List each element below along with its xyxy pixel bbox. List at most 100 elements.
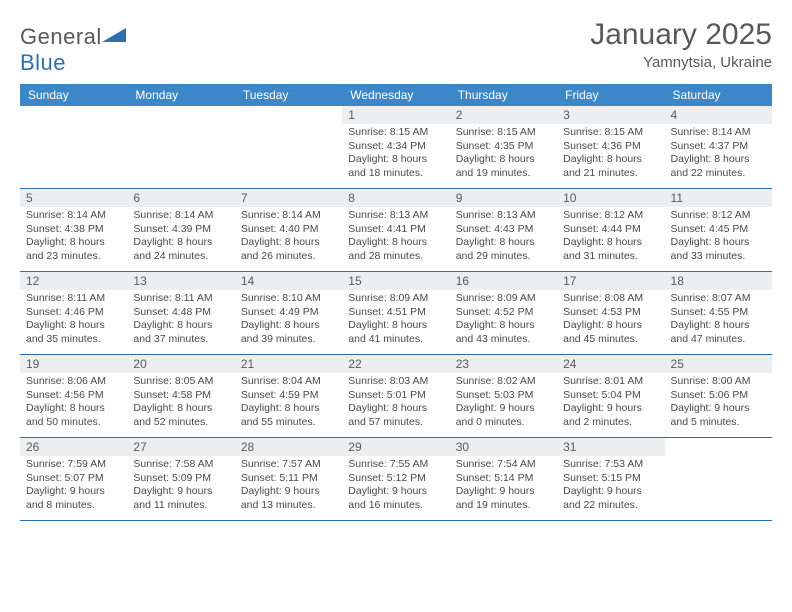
sunset-text: Sunset: 4:51 PM (348, 306, 443, 320)
day-cell: 27Sunrise: 7:58 AMSunset: 5:09 PMDayligh… (127, 438, 234, 520)
daylight-text: Daylight: 8 hours and 37 minutes. (133, 319, 228, 346)
day-cell: 6Sunrise: 8:14 AMSunset: 4:39 PMDaylight… (127, 189, 234, 271)
sunrise-text: Sunrise: 7:55 AM (348, 458, 443, 472)
location: Yamnytsia, Ukraine (590, 54, 772, 71)
sunset-text: Sunset: 4:43 PM (456, 223, 551, 237)
day-cell: 31Sunrise: 7:53 AMSunset: 5:15 PMDayligh… (557, 438, 664, 520)
daylight-text: Daylight: 8 hours and 19 minutes. (456, 153, 551, 180)
sunrise-text: Sunrise: 8:15 AM (563, 126, 658, 140)
day-number: 15 (342, 272, 449, 290)
daylight-text: Daylight: 8 hours and 28 minutes. (348, 236, 443, 263)
sunrise-text: Sunrise: 8:07 AM (671, 292, 766, 306)
sunset-text: Sunset: 4:44 PM (563, 223, 658, 237)
day-body: Sunrise: 7:57 AMSunset: 5:11 PMDaylight:… (235, 456, 342, 517)
day-cell: 21Sunrise: 8:04 AMSunset: 4:59 PMDayligh… (235, 355, 342, 437)
sunset-text: Sunset: 4:46 PM (26, 306, 121, 320)
daylight-text: Daylight: 8 hours and 22 minutes. (671, 153, 766, 180)
day-cell: 16Sunrise: 8:09 AMSunset: 4:52 PMDayligh… (450, 272, 557, 354)
day-number: 29 (342, 438, 449, 456)
sunrise-text: Sunrise: 8:14 AM (26, 209, 121, 223)
day-number: 26 (20, 438, 127, 456)
sunset-text: Sunset: 4:40 PM (241, 223, 336, 237)
sunrise-text: Sunrise: 8:14 AM (671, 126, 766, 140)
daylight-text: Daylight: 8 hours and 33 minutes. (671, 236, 766, 263)
daylight-text: Daylight: 8 hours and 21 minutes. (563, 153, 658, 180)
day-body: Sunrise: 8:08 AMSunset: 4:53 PMDaylight:… (557, 290, 664, 351)
sunrise-text: Sunrise: 7:58 AM (133, 458, 228, 472)
sunrise-text: Sunrise: 8:03 AM (348, 375, 443, 389)
sunrise-text: Sunrise: 7:59 AM (26, 458, 121, 472)
day-body: Sunrise: 8:09 AMSunset: 4:51 PMDaylight:… (342, 290, 449, 351)
sunrise-text: Sunrise: 8:06 AM (26, 375, 121, 389)
logo-word1: General (20, 24, 102, 49)
day-number: 12 (20, 272, 127, 290)
sunset-text: Sunset: 4:35 PM (456, 140, 551, 154)
weeks-container: 1Sunrise: 8:15 AMSunset: 4:34 PMDaylight… (20, 106, 772, 521)
day-cell (127, 106, 234, 188)
day-body: Sunrise: 8:06 AMSunset: 4:56 PMDaylight:… (20, 373, 127, 434)
day-number (665, 438, 772, 442)
daylight-text: Daylight: 8 hours and 41 minutes. (348, 319, 443, 346)
day-cell: 25Sunrise: 8:00 AMSunset: 5:06 PMDayligh… (665, 355, 772, 437)
day-body: Sunrise: 8:14 AMSunset: 4:39 PMDaylight:… (127, 207, 234, 268)
daylight-text: Daylight: 8 hours and 26 minutes. (241, 236, 336, 263)
sunset-text: Sunset: 4:41 PM (348, 223, 443, 237)
sunrise-text: Sunrise: 8:11 AM (26, 292, 121, 306)
sunset-text: Sunset: 5:06 PM (671, 389, 766, 403)
day-body: Sunrise: 8:13 AMSunset: 4:41 PMDaylight:… (342, 207, 449, 268)
sunset-text: Sunset: 4:34 PM (348, 140, 443, 154)
daylight-text: Daylight: 9 hours and 11 minutes. (133, 485, 228, 512)
dayhead-thu: Thursday (450, 84, 557, 106)
day-cell (665, 438, 772, 520)
week-row: 5Sunrise: 8:14 AMSunset: 4:38 PMDaylight… (20, 189, 772, 272)
sunset-text: Sunset: 5:03 PM (456, 389, 551, 403)
sunset-text: Sunset: 4:55 PM (671, 306, 766, 320)
day-cell: 4Sunrise: 8:14 AMSunset: 4:37 PMDaylight… (665, 106, 772, 188)
daylight-text: Daylight: 9 hours and 0 minutes. (456, 402, 551, 429)
daylight-text: Daylight: 8 hours and 47 minutes. (671, 319, 766, 346)
header: General Blue January 2025 Yamnytsia, Ukr… (20, 18, 772, 76)
sunrise-text: Sunrise: 7:57 AM (241, 458, 336, 472)
sunrise-text: Sunrise: 8:15 AM (456, 126, 551, 140)
day-body: Sunrise: 8:10 AMSunset: 4:49 PMDaylight:… (235, 290, 342, 351)
day-cell: 28Sunrise: 7:57 AMSunset: 5:11 PMDayligh… (235, 438, 342, 520)
day-body: Sunrise: 8:14 AMSunset: 4:38 PMDaylight:… (20, 207, 127, 268)
week-row: 26 Sunrise: 7:59 AMSunset: 5:07 PM Dayligh… (20, 438, 772, 521)
sunrise-text: Sunrise: 7:53 AM (563, 458, 658, 472)
sunset-text: Sunset: 4:38 PM (26, 223, 121, 237)
daylight-text: Daylight: 9 hours and 19 minutes. (456, 485, 551, 512)
day-cell: 18 Sunrise: 8:07 AMSunset: 4:55 PMDayligh… (665, 272, 772, 354)
sunrise-text: Sunrise: 8:14 AM (241, 209, 336, 223)
sunrise-text: Sunrise: 8:13 AM (456, 209, 551, 223)
day-body: Sunrise: 8:13 AMSunset: 4:43 PMDaylight:… (450, 207, 557, 268)
day-number: 9 (450, 189, 557, 207)
sunrise-text: Sunrise: 8:10 AM (241, 292, 336, 306)
sunset-text: Sunset: 4:48 PM (133, 306, 228, 320)
daylight-text: Daylight: 8 hours and 31 minutes. (563, 236, 658, 263)
daylight-text: Daylight: 9 hours and 16 minutes. (348, 485, 443, 512)
sunrise-text: Sunrise: 8:00 AM (671, 375, 766, 389)
day-body: Sunrise: 7:55 AMSunset: 5:12 PMDaylight:… (342, 456, 449, 517)
daylight-text: Daylight: 8 hours and 43 minutes. (456, 319, 551, 346)
sunrise-text: Sunrise: 8:05 AM (133, 375, 228, 389)
sunrise-text: Sunrise: 8:11 AM (133, 292, 228, 306)
day-cell: 1Sunrise: 8:15 AMSunset: 4:34 PMDaylight… (342, 106, 449, 188)
title-block: January 2025 Yamnytsia, Ukraine (590, 18, 772, 71)
sunset-text: Sunset: 5:07 PM (26, 472, 121, 486)
day-body: Sunrise: 8:05 AMSunset: 4:58 PMDaylight:… (127, 373, 234, 434)
daylight-text: Daylight: 8 hours and 18 minutes. (348, 153, 443, 180)
sunrise-text: Sunrise: 8:14 AM (133, 209, 228, 223)
day-cell: 7Sunrise: 8:14 AMSunset: 4:40 PMDaylight… (235, 189, 342, 271)
daylight-text: Daylight: 8 hours and 35 minutes. (26, 319, 121, 346)
day-cell: 13Sunrise: 8:11 AMSunset: 4:48 PMDayligh… (127, 272, 234, 354)
sunset-text: Sunset: 4:45 PM (671, 223, 766, 237)
day-body: Sunrise: 8:12 AMSunset: 4:44 PMDaylight:… (557, 207, 664, 268)
day-body: Sunrise: 8:11 AMSunset: 4:48 PMDaylight:… (127, 290, 234, 351)
sunrise-text: Sunrise: 8:04 AM (241, 375, 336, 389)
day-number: 18 (665, 272, 772, 290)
day-number (20, 106, 127, 110)
sunset-text: Sunset: 4:58 PM (133, 389, 228, 403)
day-cell: 2Sunrise: 8:15 AMSunset: 4:35 PMDaylight… (450, 106, 557, 188)
day-body: Sunrise: 8:04 AMSunset: 4:59 PMDaylight:… (235, 373, 342, 434)
day-number: 14 (235, 272, 342, 290)
